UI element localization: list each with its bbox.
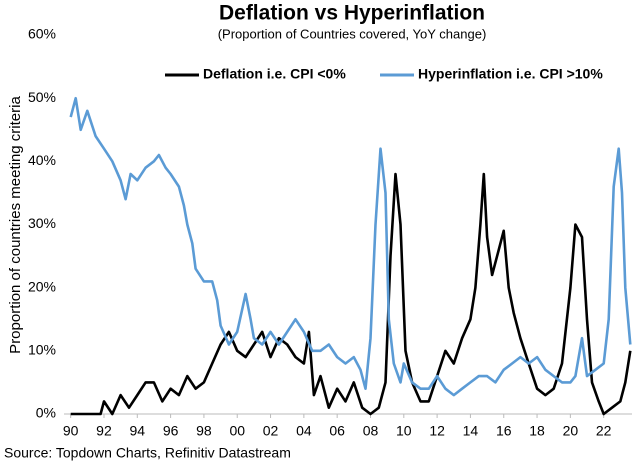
y-tick-label: 10% — [28, 342, 56, 358]
y-axis-label: Proportion of countries meeting criteria — [7, 96, 24, 354]
x-tick-label: 06 — [329, 423, 345, 439]
x-tick-label: 08 — [363, 423, 379, 439]
legend-label: Hyperinflation i.e. CPI >10% — [418, 66, 603, 82]
x-tick-label: 12 — [429, 423, 445, 439]
x-tick-label: 10 — [396, 423, 412, 439]
x-tick-label: 90 — [63, 423, 79, 439]
series-line — [70, 172, 632, 416]
x-tick-label: 04 — [296, 423, 312, 439]
chart-title: Deflation vs Hyperinflation — [219, 2, 485, 25]
x-tick-label: 18 — [529, 423, 545, 439]
y-tick-label: 20% — [28, 278, 56, 294]
x-tick-label: 16 — [496, 423, 512, 439]
x-tick-label: 94 — [130, 423, 146, 439]
x-tick-label: 02 — [263, 423, 279, 439]
x-tick-label: 20 — [563, 423, 579, 439]
source: Source: Topdown Charts, Refinitiv Datast… — [4, 445, 291, 461]
x-tick-label: 96 — [163, 423, 179, 439]
chart-subtitle: (Proportion of Countries covered, YoY ch… — [218, 26, 487, 41]
y-tick-label: 60% — [28, 26, 56, 42]
legend-label: Deflation i.e. CPI <0% — [203, 66, 346, 82]
series-line — [69, 96, 632, 397]
y-tick-label: 0% — [36, 405, 56, 421]
y-tick-label: 30% — [28, 215, 56, 231]
x-tick-label: 92 — [96, 423, 112, 439]
x-tick-label: 14 — [463, 423, 479, 439]
x-tick-label: 00 — [229, 423, 245, 439]
x-tick-label: 22 — [596, 423, 612, 439]
y-tick-label: 50% — [28, 89, 56, 105]
y-tick-label: 40% — [28, 152, 56, 168]
x-tick-label: 98 — [196, 423, 212, 439]
